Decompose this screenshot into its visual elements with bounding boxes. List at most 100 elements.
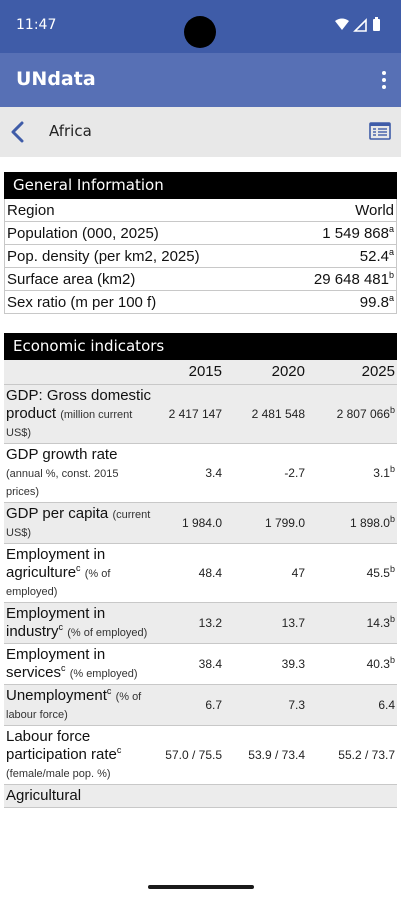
cell-value: 47: [291, 565, 305, 580]
footnote-marker: c: [58, 621, 64, 632]
info-label: Population (000, 2025): [7, 224, 159, 242]
home-indicator[interactable]: [148, 885, 254, 889]
country-name: Africa: [49, 122, 92, 140]
footnote-marker: b: [389, 513, 395, 524]
indicator-unit: (% of employed): [67, 626, 148, 639]
value-cell-2020: 2 481 548: [224, 384, 307, 444]
indicator-name: Employment in services: [6, 645, 106, 681]
cell-value: 3.4: [205, 465, 222, 480]
info-value-number: 99.8: [359, 293, 389, 311]
cell-value: 13.7: [281, 615, 305, 630]
indicator-unit: (current US$): [6, 508, 151, 539]
footnote-marker: c: [106, 685, 112, 696]
table-row: GDP: Gross domestic product (million cur…: [4, 384, 397, 444]
indicator-name: Labour force participation rate: [6, 727, 117, 763]
cell-value: 2 417 147: [168, 406, 222, 421]
indicator-unit: (female/male pop. %): [6, 767, 111, 780]
table-row: Agricultural: [4, 784, 397, 808]
footnote-marker: a: [388, 246, 394, 257]
cell-value: 6.4: [378, 697, 395, 712]
camera-cutout: [184, 16, 216, 48]
info-row: Population (000, 2025) 1 549 868a: [4, 222, 397, 245]
info-value-number: 52.4: [359, 247, 389, 265]
info-label: Region: [7, 201, 55, 219]
indicator-label-cell: Employment in agriculturec (% of employe…: [4, 543, 154, 603]
info-row: Region World: [4, 199, 397, 222]
indicator-label-cell: Unemploymentc (% of labour force): [4, 684, 154, 726]
footnote-marker: c: [76, 562, 81, 573]
cell-value: 6.7: [205, 697, 222, 712]
indicator-unit: (% employed): [69, 667, 138, 680]
info-value-number: 1 549 868: [322, 224, 389, 242]
cell-value: 57.0 / 75.5: [165, 747, 222, 762]
signal-icon: [353, 18, 367, 32]
value-cell-2020: -2.7: [224, 443, 307, 503]
info-value-number: World: [355, 201, 394, 219]
column-header-2020: 2020: [224, 360, 307, 385]
indicator-label-cell: GDP: Gross domestic product (million cur…: [4, 384, 154, 444]
value-cell-2025: 3.1b: [307, 443, 397, 503]
wifi-icon: [335, 18, 349, 30]
value-cell-2025: 40.3b: [307, 643, 397, 685]
value-cell-2025: 6.4: [307, 684, 397, 726]
footnote-marker: b: [389, 613, 395, 624]
general-information-rows: Region World Population (000, 2025) 1 549 8…: [4, 199, 397, 314]
cell-value: 40.3: [366, 656, 390, 671]
info-label: Surface area (km2): [7, 270, 136, 288]
cell-value: 55.2 / 73.7: [338, 747, 395, 762]
value-cell-2025: 1 898.0b: [307, 502, 397, 544]
cell-value: 1 984.0: [181, 515, 222, 530]
value-cell-2015: 1 984.0: [154, 502, 224, 544]
economic-indicators-header: Economic indicators: [4, 333, 397, 360]
value-cell-2015: [154, 784, 224, 808]
indicator-unit: (% of employed): [6, 567, 111, 598]
table-row: Employment in industryc (% of employed) 1…: [4, 602, 397, 644]
indicator-label-cell: Labour force participation ratec (female…: [4, 725, 154, 785]
value-cell-2015: 57.0 / 75.5: [154, 725, 224, 785]
app-bar: UNdata: [0, 53, 401, 107]
cell-value: 3.1: [373, 465, 390, 480]
value-cell-2015: 6.7: [154, 684, 224, 726]
scroll-content[interactable]: General Information Region World Populatio…: [0, 157, 401, 877]
indicator-label-cell: Agricultural: [4, 784, 154, 808]
column-header-2025: 2025: [307, 360, 397, 385]
cell-value: 53.9 / 73.4: [248, 747, 305, 762]
status-icons: [335, 17, 380, 32]
value-cell-2020: 1 799.0: [224, 502, 307, 544]
value-cell-2025: 45.5b: [307, 543, 397, 603]
footnote-marker: b: [388, 269, 394, 280]
footnote-marker: a: [388, 292, 394, 303]
footnote-marker: b: [389, 654, 395, 665]
info-value: 99.8a: [359, 292, 394, 311]
cell-value: 45.5: [366, 565, 390, 580]
value-cell-2015: 38.4: [154, 643, 224, 685]
indicator-unit: (million current US$): [6, 408, 133, 439]
footnote-marker: c: [116, 744, 122, 755]
cell-value: 1 898.0: [349, 515, 390, 530]
cell-value: 2 481 548: [251, 406, 305, 421]
indicator-name: Unemployment: [6, 686, 107, 704]
indicator-name: GDP growth rate: [6, 445, 118, 463]
cell-value: 7.3: [288, 697, 305, 712]
indicator-unit: (% of labour force): [6, 690, 142, 721]
info-row: Sex ratio (m per 100 f) 99.8a: [4, 291, 397, 314]
general-information-section: General Information Region World Populatio…: [4, 172, 397, 314]
value-cell-2020: 7.3: [224, 684, 307, 726]
country-nav-bar: Africa: [0, 107, 401, 157]
column-header-label: [4, 360, 154, 385]
app-title: UNdata: [16, 68, 96, 90]
value-cell-2025: 2 807 066b: [307, 384, 397, 444]
footnote-marker: b: [389, 463, 395, 474]
indicator-name: GDP per capita: [6, 504, 109, 522]
indicator-name: GDP: Gross domestic product: [6, 386, 152, 422]
cell-value: 13.2: [198, 615, 222, 630]
info-label: Pop. density (per km2, 2025): [7, 247, 200, 265]
value-cell-2020: 53.9 / 73.4: [224, 725, 307, 785]
chevron-left-icon[interactable]: [8, 120, 28, 144]
cell-value: 38.4: [198, 656, 222, 671]
list-view-icon[interactable]: [369, 121, 391, 141]
value-cell-2025: [307, 784, 397, 808]
more-vert-icon[interactable]: [379, 70, 389, 90]
economic-indicators-table: 2015 2020 2025 GDP: Gross domestic produ…: [4, 360, 397, 808]
footnote-marker: c: [61, 662, 66, 673]
